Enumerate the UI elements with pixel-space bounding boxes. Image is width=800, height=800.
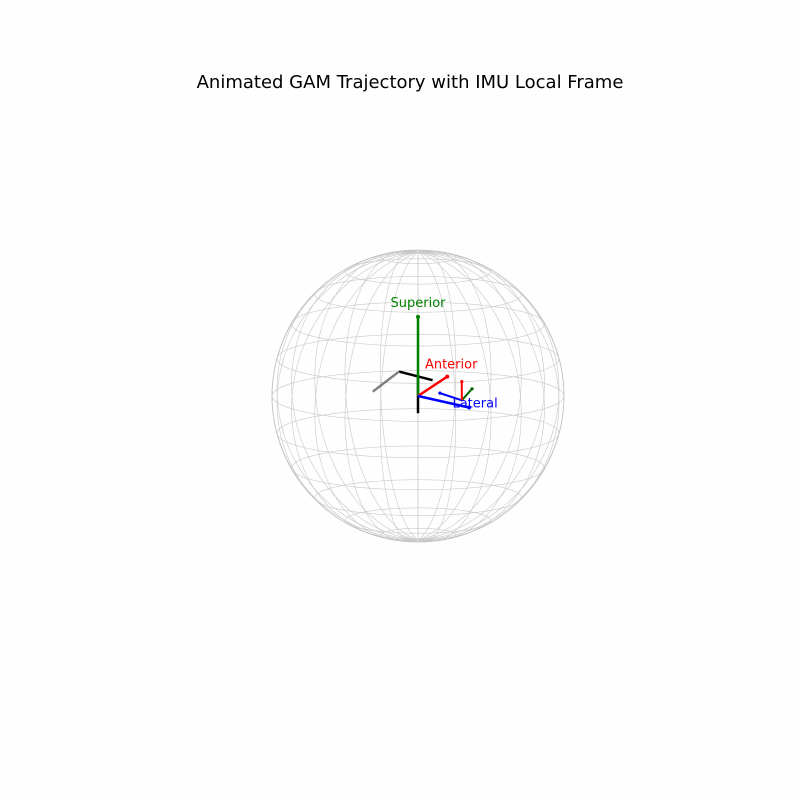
imu-axis-tip-y: [470, 387, 474, 391]
sphere-meridian: [344, 251, 419, 542]
lateral-axis-label: Lateral: [452, 397, 497, 412]
sphere-meridian: [417, 251, 545, 541]
imu-axis-x: [439, 392, 463, 402]
superior-axis-label: Superior: [391, 296, 447, 311]
global-axes: Superior Anterior Lateral: [391, 296, 498, 412]
trajectory-segment: [398, 370, 433, 382]
anterior-axis-tip: [445, 374, 450, 379]
imu-axis-tip-z: [460, 380, 464, 384]
lateral-axis-tip: [467, 405, 472, 410]
sphere-meridian: [417, 251, 545, 541]
lateral-axis: [417, 394, 470, 409]
sphere-meridian: [314, 251, 419, 542]
chart-title: Animated GAM Trajectory with IMU Local F…: [197, 72, 624, 93]
sphere-meridian: [314, 250, 419, 541]
sphere-meridian: [417, 251, 457, 543]
sphere-meridian: [417, 251, 522, 542]
sphere-meridian: [379, 251, 419, 543]
sphere-meridian: [417, 250, 522, 541]
anterior-axis: [417, 375, 448, 398]
sphere-meridian: [379, 249, 419, 541]
imu-axis-tip-x: [438, 391, 442, 395]
imu-local-frame: [438, 380, 474, 402]
sphere-meridian: [417, 251, 492, 542]
sphere-meridian: [291, 251, 419, 541]
sphere-meridian: [417, 249, 457, 541]
imu-axis-y: [461, 388, 473, 401]
superior-axis-tip: [416, 314, 420, 319]
sphere-outline: [271, 249, 565, 543]
sphere-meridian: [344, 250, 419, 541]
sphere-wireframe: [271, 249, 565, 543]
trajectory-segment: [371, 370, 400, 393]
sphere-meridian: [291, 251, 419, 541]
sphere-meridian: [417, 250, 492, 541]
anterior-axis-label: Anterior: [425, 358, 478, 373]
